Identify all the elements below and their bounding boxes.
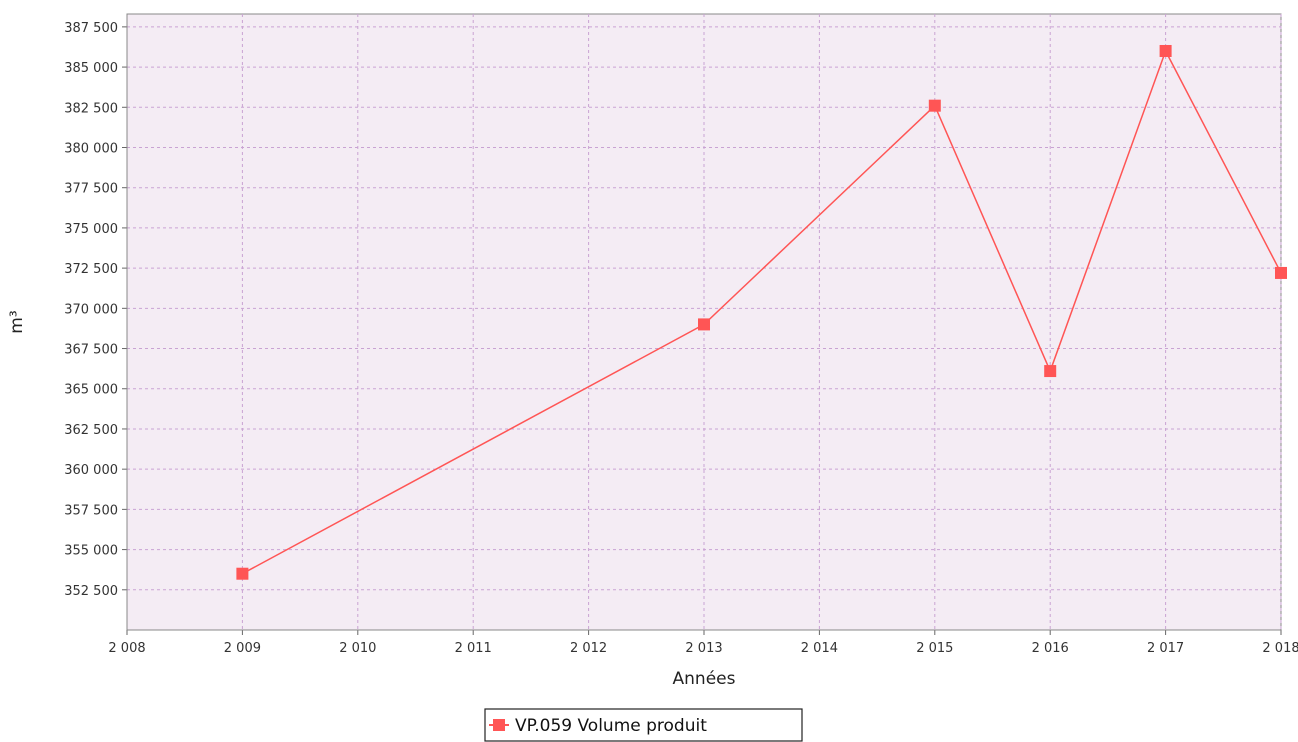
- x-tick-label: 2 009: [224, 641, 261, 656]
- data-point-marker: [698, 318, 710, 331]
- x-tick-label: 2 016: [1032, 641, 1069, 656]
- x-tick-label: 2 011: [455, 641, 492, 656]
- x-axis-title: Années: [673, 669, 736, 689]
- y-tick-label: 352 500: [64, 584, 118, 599]
- y-tick-label: 380 000: [64, 141, 118, 156]
- x-tick-label: 2 014: [801, 641, 838, 656]
- data-point-marker: [236, 567, 249, 580]
- x-tick-label: 2 015: [916, 641, 953, 656]
- y-tick-label: 355 000: [64, 544, 118, 559]
- legend-label: VP.059 Volume produit: [515, 716, 707, 736]
- grid-lines: [126, 14, 1282, 630]
- x-tick-label: 2 013: [685, 641, 722, 656]
- series-layer: [236, 44, 1287, 580]
- y-tick-label: 382 500: [64, 101, 118, 116]
- x-tick-label: 2 012: [570, 641, 607, 656]
- data-point-marker: [1159, 44, 1172, 57]
- y-tick-label: 360 000: [64, 463, 118, 478]
- x-tick-label: 2 008: [108, 641, 145, 656]
- y-tick-label: 357 500: [64, 503, 118, 518]
- legend-box: [484, 708, 803, 742]
- data-point-marker: [1275, 266, 1287, 279]
- data-point-marker: [928, 99, 941, 112]
- y-tick-label: 387 500: [64, 21, 118, 36]
- y-tick-label: 370 000: [64, 302, 118, 317]
- x-tick-label: 2 018: [1262, 641, 1298, 656]
- y-tick-label: 385 000: [64, 61, 118, 76]
- y-tick-label: 375 000: [64, 222, 118, 237]
- x-tick-label: 2 010: [339, 641, 376, 656]
- axes: 2 008 2 009 2 010 2 011 2 012 2 013 2 014 2 015…: [64, 14, 1298, 656]
- y-tick-label: 365 000: [64, 383, 118, 398]
- legend-swatch-marker: [493, 719, 505, 731]
- y-tick-label: 367 500: [64, 343, 118, 358]
- legend: VP.059 Volume produit: [484, 708, 803, 742]
- series-line: [242, 49, 1282, 575]
- y-tick-label: 372 500: [64, 262, 118, 277]
- y-axis-title: m³: [7, 310, 27, 333]
- x-tick-label: 2 017: [1147, 641, 1184, 656]
- data-point-marker: [1044, 365, 1057, 378]
- y-tick-label: 377 500: [64, 182, 118, 197]
- y-tick-label: 362 500: [64, 423, 118, 438]
